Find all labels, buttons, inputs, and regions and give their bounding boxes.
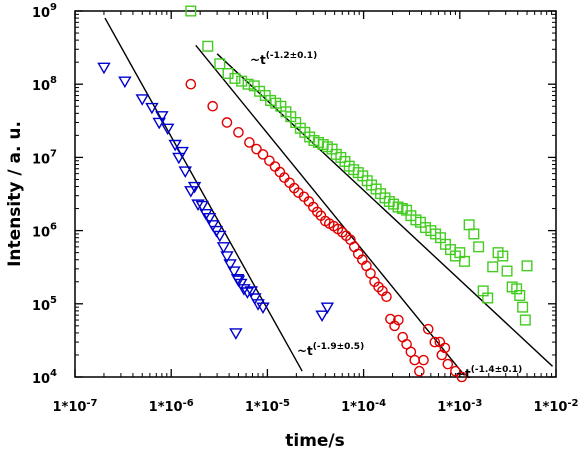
data-point-circle	[207, 100, 218, 112]
slope-annotation: ~t(-1.4±0.1)	[455, 365, 522, 381]
data-point-circle	[365, 268, 376, 279]
data-point-circle	[456, 371, 468, 383]
data-point-triangle	[205, 220, 220, 232]
data-point-triangle	[213, 230, 227, 243]
data-point-triangle	[256, 302, 270, 315]
data-point-triangle	[240, 287, 255, 299]
data-point-square	[459, 255, 471, 267]
data-point-square	[519, 314, 531, 326]
data-point-circle	[422, 323, 434, 335]
data-points	[97, 5, 533, 383]
data-point-triangle	[135, 94, 149, 106]
data-point-circle	[414, 365, 425, 377]
data-point-triangle	[251, 299, 265, 311]
data-point-triangle	[227, 266, 241, 278]
data-point-circle	[233, 127, 244, 138]
data-point-circle	[244, 137, 255, 148]
y-tick-label: 106	[32, 222, 57, 241]
data-point-circle	[436, 349, 448, 361]
y-tick-label: 107	[32, 148, 57, 167]
data-point-triangle	[223, 259, 237, 271]
data-point-square	[514, 289, 526, 301]
data-point-triangle	[155, 111, 169, 123]
data-point-triangle	[202, 213, 217, 225]
data-point-square	[229, 72, 241, 84]
fit-line	[195, 44, 466, 376]
data-point-circle	[251, 143, 262, 155]
data-point-triangle	[229, 328, 243, 340]
x-tick-label: 1*10-5	[245, 398, 290, 415]
x-axis-label: time/s	[285, 431, 345, 451]
axis-ticks	[74, 10, 557, 378]
data-point-triangle	[178, 166, 192, 178]
data-point-triangle	[145, 102, 159, 115]
data-point-circle	[221, 117, 233, 128]
annotations: ~t(-1.2±0.1) ~t(-1.9±0.5) ~t(-1.4±0.1)	[250, 51, 522, 381]
data-point-triangle	[97, 62, 111, 75]
data-point-circle	[311, 206, 323, 218]
data-point-square	[501, 265, 513, 277]
data-point-circle	[393, 314, 404, 326]
data-point-circle	[381, 291, 392, 303]
y-tick-label: 104	[32, 368, 57, 387]
data-point-circle	[264, 155, 275, 167]
y-axis-label: Intensity / a. u.	[5, 121, 25, 267]
data-point-triangle	[168, 139, 182, 152]
data-point-triangle	[187, 181, 202, 194]
data-point-circle	[185, 78, 197, 90]
tick-labels: 1*10-7 1*10-6 1*10-5 1*10-4 1*10-3 1*10-2 104 1…	[32, 2, 579, 415]
y-tick-label: 108	[32, 75, 57, 94]
data-point-circle	[257, 149, 269, 160]
data-point-circle	[434, 336, 446, 348]
y-tick-label: 105	[32, 295, 57, 314]
data-point-square	[487, 261, 499, 273]
x-tick-label: 1*10-4	[341, 398, 386, 415]
data-point-circle	[429, 336, 441, 348]
data-point-triangle	[152, 117, 166, 130]
fit-line	[104, 17, 303, 372]
slope-annotation: ~t(-1.2±0.1)	[250, 51, 317, 67]
plot-frame	[74, 10, 557, 378]
data-point-square	[202, 40, 214, 52]
data-point-square	[242, 78, 254, 90]
data-point-square	[497, 250, 509, 262]
data-point-square	[521, 260, 533, 272]
data-point-triangle	[248, 293, 262, 305]
data-point-triangle	[220, 251, 234, 263]
data-point-triangle	[199, 209, 213, 221]
data-point-square	[185, 5, 197, 17]
data-point-square	[517, 301, 529, 313]
plot-border	[74, 10, 557, 378]
x-tick-label: 1*10-3	[437, 398, 482, 415]
data-point-square	[214, 58, 226, 70]
y-tick-label: 109	[32, 2, 57, 21]
data-point-square	[511, 283, 523, 295]
data-point-triangle	[175, 146, 189, 159]
data-point-square	[236, 75, 248, 87]
x-tick-label: 1*10-2	[533, 398, 578, 415]
data-point-square	[468, 228, 480, 240]
data-point-square	[482, 292, 494, 304]
data-point-circle	[418, 354, 429, 366]
x-tick-label: 1*10-7	[52, 398, 97, 415]
data-point-triangle	[195, 200, 209, 213]
data-point-triangle	[315, 310, 329, 323]
data-point-triangle	[191, 199, 205, 212]
data-point-square	[473, 241, 485, 253]
x-tick-label: 1*10-6	[149, 398, 194, 415]
data-point-triangle	[244, 286, 259, 298]
data-point-triangle	[320, 302, 335, 315]
data-point-circle	[442, 358, 454, 370]
data-point-circle	[450, 365, 461, 377]
data-point-triangle	[216, 242, 231, 254]
data-point-triangle	[118, 76, 132, 89]
data-point-triangle	[231, 275, 246, 288]
slope-annotation: ~t(-1.9±0.5)	[297, 342, 364, 358]
data-point-triangle	[161, 123, 175, 136]
data-point-triangle	[172, 152, 186, 165]
